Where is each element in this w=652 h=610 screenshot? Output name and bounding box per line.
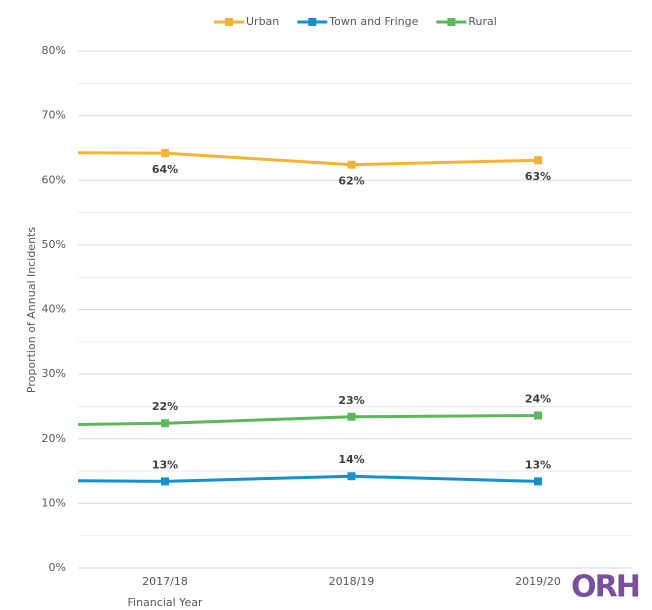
series-line (78, 413, 539, 426)
data-point (347, 160, 356, 169)
data-point (161, 477, 169, 486)
data-label: 64% (152, 163, 178, 176)
legend-marker (225, 18, 233, 26)
y-tick-label: 30% (42, 367, 66, 380)
data-label: 22% (152, 400, 178, 413)
y-tick-label: 70% (42, 109, 66, 122)
y-tick-label: 20% (42, 432, 66, 445)
data-label: 23% (338, 394, 364, 407)
y-tick-label: 50% (42, 238, 66, 251)
legend-label: Rural (468, 15, 496, 28)
data-point (347, 412, 356, 421)
data-label: 24% (525, 392, 551, 405)
y-tick-label: 60% (42, 173, 66, 186)
legend-marker (447, 18, 456, 26)
data-point (534, 411, 542, 420)
data-point (161, 419, 169, 428)
data-point (161, 149, 169, 158)
legend-label: Urban (246, 15, 279, 28)
y-axis-title: Proportion of Annual Incidents (25, 227, 38, 393)
data-label: 14% (338, 453, 364, 466)
y-tick-label: 80% (42, 44, 66, 57)
legend-marker (308, 18, 317, 26)
x-tick-label: 2018/19 (329, 575, 375, 588)
y-tick-label: 40% (42, 303, 66, 316)
data-point (534, 156, 542, 165)
data-label: 63% (525, 170, 551, 183)
data-label: 13% (152, 458, 178, 471)
data-point (534, 477, 542, 486)
x-axis-title: Financial Year (128, 596, 203, 609)
data-label: 13% (525, 458, 551, 471)
x-tick-label: 2017/18 (142, 575, 188, 588)
x-tick-label: 2019/20 (515, 575, 561, 588)
y-tick-label: 0% (49, 561, 66, 574)
legend-label: Town and Fringe (328, 15, 418, 28)
data-label: 62% (338, 175, 364, 188)
series-line (78, 474, 539, 483)
logo: ORH (571, 570, 639, 605)
data-point (347, 472, 356, 481)
series-line (78, 151, 539, 167)
y-tick-label: 10% (42, 496, 66, 509)
